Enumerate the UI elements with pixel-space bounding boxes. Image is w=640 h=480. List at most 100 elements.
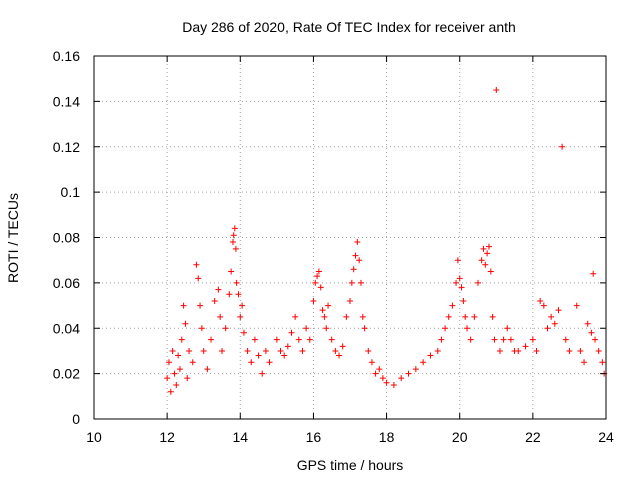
data-point: [427, 352, 434, 359]
data-point: [182, 320, 189, 327]
data-point: [566, 347, 573, 354]
x-tick-label: 16: [306, 429, 322, 445]
data-point: [229, 239, 236, 246]
data-point: [573, 302, 580, 309]
data-point: [277, 347, 284, 354]
data-point: [259, 370, 266, 377]
data-point: [232, 245, 239, 252]
data-point: [456, 275, 463, 282]
data-point: [551, 320, 558, 327]
data-point: [368, 359, 375, 366]
data-point: [577, 347, 584, 354]
data-point: [354, 239, 361, 246]
data-point: [184, 375, 191, 382]
data-point: [467, 336, 474, 343]
data-point: [332, 347, 339, 354]
data-point: [165, 359, 172, 366]
data-point: [548, 313, 555, 320]
data-point: [584, 320, 591, 327]
data-point: [171, 370, 178, 377]
data-point: [200, 347, 207, 354]
y-tick-label: 0.16: [53, 48, 80, 64]
data-point: [173, 381, 180, 388]
data-point: [484, 250, 491, 257]
data-point: [193, 261, 200, 268]
data-point: [186, 347, 193, 354]
data-point: [299, 347, 306, 354]
data-point: [226, 291, 233, 298]
data-point: [540, 302, 547, 309]
data-point: [590, 270, 597, 277]
x-tick-label: 12: [159, 429, 175, 445]
data-point: [480, 245, 487, 252]
data-point: [336, 352, 343, 359]
data-point: [255, 352, 262, 359]
data-point: [164, 375, 171, 382]
y-axis-label: ROTI / TECUs: [5, 193, 21, 283]
data-point: [317, 284, 324, 291]
data-point: [310, 298, 317, 305]
data-point: [449, 302, 456, 309]
y-tick-label: 0: [72, 411, 80, 427]
data-point: [438, 336, 445, 343]
data-point: [581, 359, 588, 366]
data-point: [372, 370, 379, 377]
data-point: [262, 347, 269, 354]
data-point: [599, 359, 606, 366]
data-point: [180, 302, 187, 309]
data-point: [251, 336, 258, 343]
data-point: [434, 347, 441, 354]
data-point: [475, 279, 481, 286]
data-point: [233, 279, 240, 286]
data-point: [361, 325, 368, 332]
data-point: [273, 336, 280, 343]
data-point: [412, 366, 419, 373]
data-point: [478, 257, 485, 264]
y-tick-label: 0.14: [53, 93, 80, 109]
data-point: [595, 347, 602, 354]
data-point: [228, 268, 235, 275]
data-point: [197, 302, 204, 309]
data-point: [292, 313, 299, 320]
data-point: [169, 347, 176, 354]
data-point: [522, 343, 529, 350]
data-point: [244, 347, 251, 354]
data-point: [529, 336, 536, 343]
data-point: [420, 359, 427, 366]
data-point: [533, 347, 540, 354]
y-tick-label: 0.02: [53, 366, 80, 382]
data-point: [383, 379, 390, 386]
data-point: [266, 359, 273, 366]
data-point: [504, 325, 511, 332]
data-point: [462, 313, 469, 320]
data-point: [537, 298, 544, 305]
data-point: [325, 302, 332, 309]
data-point: [208, 336, 215, 343]
data-point: [489, 313, 496, 320]
grid-lines: [94, 56, 606, 419]
data-point: [398, 375, 405, 382]
data-point: [442, 325, 449, 332]
y-tick-label: 0.06: [53, 275, 80, 291]
data-point: [211, 298, 218, 305]
data-point: [281, 352, 288, 359]
data-point: [215, 286, 222, 293]
data-point: [178, 336, 185, 343]
data-point: [315, 268, 322, 275]
data-point: [352, 252, 359, 259]
data-point: [240, 329, 247, 336]
x-tick-label: 10: [86, 429, 102, 445]
x-axis-label: GPS time / hours: [297, 457, 404, 473]
data-point: [239, 302, 246, 309]
data-point: [359, 313, 366, 320]
data-point: [555, 307, 562, 314]
x-tick-label: 24: [598, 429, 614, 445]
data-point: [507, 336, 514, 343]
data-point: [306, 336, 313, 343]
data-point: [500, 336, 507, 343]
data-point: [348, 279, 355, 286]
data-point: [460, 298, 467, 305]
data-point: [295, 336, 302, 343]
data-point: [487, 268, 494, 275]
